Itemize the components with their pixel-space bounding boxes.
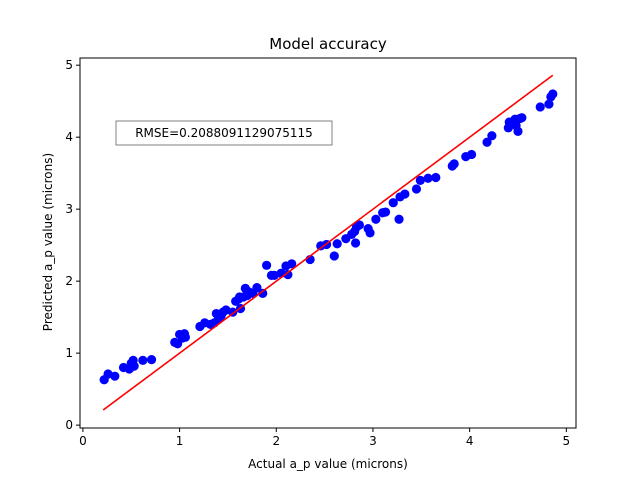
data-point bbox=[365, 228, 375, 238]
x-tick-label: 1 bbox=[176, 434, 184, 448]
plot-area: 0 1 2 3 4 5 0 1 2 3 4 5 RMSE=0.2088091129075115 bbox=[65, 57, 577, 448]
data-point bbox=[449, 159, 459, 169]
data-point bbox=[283, 270, 293, 280]
data-point bbox=[548, 89, 558, 99]
x-tick-label: 3 bbox=[369, 434, 377, 448]
data-point bbox=[513, 126, 523, 137]
data-point bbox=[146, 355, 157, 365]
data-point bbox=[332, 239, 342, 249]
data-point bbox=[380, 207, 391, 217]
data-point bbox=[287, 259, 297, 269]
data-point bbox=[544, 99, 554, 109]
data-point bbox=[129, 361, 139, 371]
y-tick-label: 0 bbox=[65, 418, 73, 432]
data-point bbox=[517, 113, 527, 123]
y-axis-label: Predicted a_p value (microns) bbox=[41, 153, 55, 331]
x-tick-label: 4 bbox=[466, 434, 474, 448]
data-point bbox=[394, 214, 404, 224]
data-point bbox=[329, 251, 339, 261]
data-point bbox=[180, 332, 190, 342]
y-tick-label: 3 bbox=[65, 202, 73, 216]
data-point bbox=[258, 288, 268, 298]
data-point bbox=[411, 184, 422, 194]
rmse-annotation: RMSE=0.2088091129075115 bbox=[135, 126, 313, 140]
data-point bbox=[423, 173, 433, 183]
y-tick-label: 4 bbox=[65, 130, 73, 144]
y-tick-label: 1 bbox=[65, 346, 73, 360]
x-tick-label: 2 bbox=[272, 434, 280, 448]
data-point bbox=[400, 189, 410, 199]
data-point bbox=[535, 102, 545, 112]
x-tick-label: 5 bbox=[563, 434, 571, 448]
y-tick-label: 5 bbox=[65, 58, 73, 72]
data-point bbox=[110, 371, 120, 381]
data-point bbox=[354, 220, 365, 230]
x-axis-label: Actual a_p value (microns) bbox=[248, 457, 408, 471]
chart-title: Model accuracy bbox=[269, 35, 387, 53]
data-point bbox=[415, 175, 425, 185]
data-point bbox=[487, 131, 497, 141]
fit-line bbox=[102, 74, 554, 411]
data-point bbox=[262, 260, 272, 270]
data-point bbox=[466, 149, 477, 160]
rmse-annotation-box bbox=[115, 120, 333, 146]
data-point bbox=[350, 238, 361, 248]
data-point bbox=[371, 214, 381, 224]
data-point bbox=[431, 172, 441, 183]
x-tick-label: 0 bbox=[79, 434, 87, 448]
data-point bbox=[252, 283, 262, 293]
axes-frame bbox=[79, 57, 577, 429]
data-point bbox=[482, 137, 492, 147]
data-point bbox=[388, 198, 398, 208]
y-tick-label: 2 bbox=[65, 274, 73, 288]
data-point bbox=[138, 355, 148, 365]
